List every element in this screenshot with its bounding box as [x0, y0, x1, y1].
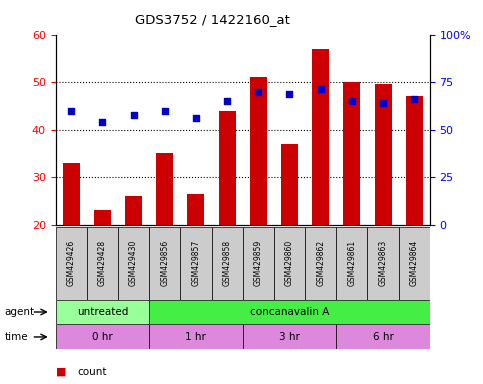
- Bar: [187, 194, 204, 225]
- Bar: [336, 227, 368, 300]
- Text: ■: ■: [56, 367, 66, 377]
- Text: GSM429857: GSM429857: [191, 240, 200, 286]
- Text: 1 hr: 1 hr: [185, 332, 206, 342]
- Bar: [212, 227, 242, 300]
- Bar: [87, 227, 118, 300]
- Bar: [242, 227, 274, 300]
- Point: [348, 98, 356, 104]
- Text: count: count: [77, 367, 107, 377]
- Bar: [149, 227, 180, 300]
- Bar: [56, 300, 149, 324]
- Bar: [336, 324, 430, 349]
- Text: GSM429864: GSM429864: [410, 240, 419, 286]
- Text: GSM429859: GSM429859: [254, 240, 263, 286]
- Bar: [312, 49, 329, 225]
- Bar: [156, 153, 173, 225]
- Bar: [305, 227, 336, 300]
- Text: 0 hr: 0 hr: [92, 332, 113, 342]
- Text: GSM429858: GSM429858: [223, 240, 232, 286]
- Bar: [281, 144, 298, 225]
- Point: [411, 96, 418, 102]
- Text: GSM429856: GSM429856: [160, 240, 169, 286]
- Text: concanavalin A: concanavalin A: [250, 307, 329, 317]
- Point: [129, 112, 137, 118]
- Bar: [398, 227, 430, 300]
- Bar: [374, 84, 392, 225]
- Bar: [118, 227, 149, 300]
- Text: GSM429863: GSM429863: [379, 240, 387, 286]
- Bar: [125, 196, 142, 225]
- Bar: [94, 210, 111, 225]
- Text: GSM429428: GSM429428: [98, 240, 107, 286]
- Text: GDS3752 / 1422160_at: GDS3752 / 1422160_at: [135, 13, 290, 26]
- Bar: [250, 77, 267, 225]
- Point: [317, 86, 325, 92]
- Bar: [149, 300, 430, 324]
- Text: 6 hr: 6 hr: [373, 332, 394, 342]
- Point: [161, 108, 169, 114]
- Point: [223, 98, 231, 104]
- Bar: [63, 163, 80, 225]
- Bar: [242, 324, 336, 349]
- Bar: [274, 227, 305, 300]
- Point: [67, 108, 75, 114]
- Text: GSM429430: GSM429430: [129, 240, 138, 286]
- Text: GSM429860: GSM429860: [285, 240, 294, 286]
- Bar: [149, 324, 242, 349]
- Bar: [180, 227, 212, 300]
- Point: [192, 115, 200, 121]
- Text: untreated: untreated: [77, 307, 128, 317]
- Bar: [56, 324, 149, 349]
- Text: GSM429426: GSM429426: [67, 240, 76, 286]
- Bar: [368, 227, 398, 300]
- Point: [99, 119, 106, 126]
- Point: [255, 89, 262, 95]
- Text: GSM429861: GSM429861: [347, 240, 356, 286]
- Text: GSM429862: GSM429862: [316, 240, 325, 286]
- Text: time: time: [5, 332, 28, 342]
- Bar: [218, 111, 236, 225]
- Point: [379, 100, 387, 106]
- Bar: [343, 82, 360, 225]
- Point: [285, 91, 293, 97]
- Text: agent: agent: [5, 307, 35, 317]
- Text: 3 hr: 3 hr: [279, 332, 300, 342]
- Bar: [406, 96, 423, 225]
- Bar: [56, 227, 87, 300]
